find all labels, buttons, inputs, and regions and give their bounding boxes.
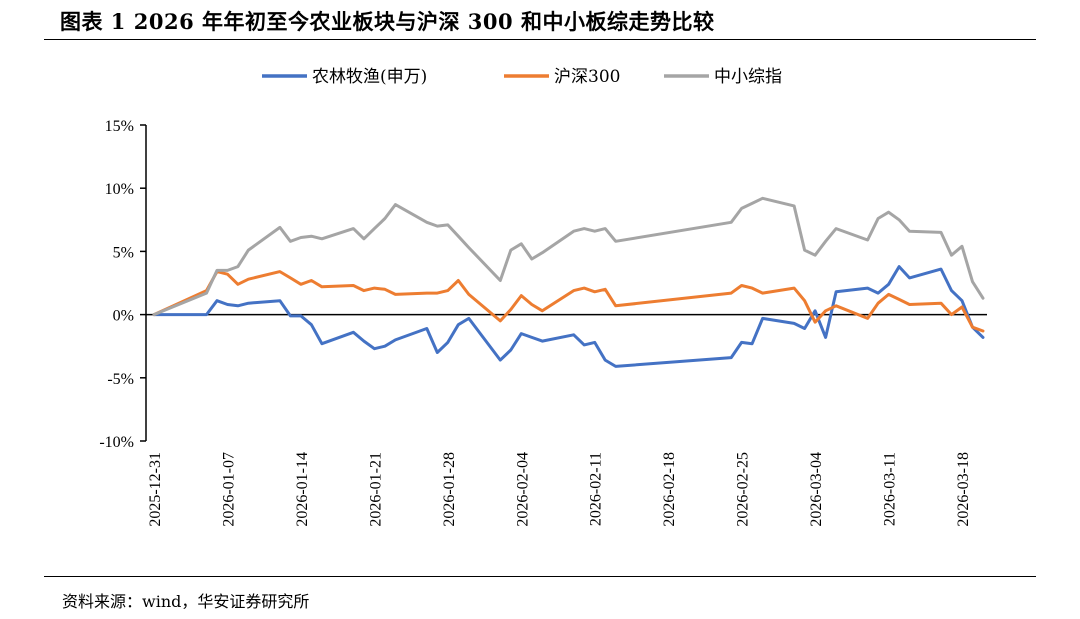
x-tick-label: 2026-01-14 — [294, 452, 311, 527]
y-tick-label: 10% — [105, 181, 134, 198]
x-tick-label: 2026-02-04 — [514, 452, 531, 527]
series-layer — [152, 196, 985, 368]
source-note: 资料来源：wind，华安证券研究所 — [62, 592, 310, 611]
x-tick-label: 2026-03-11 — [882, 452, 899, 526]
x-tick-label: 2026-01-07 — [220, 452, 237, 527]
y-tick-label: 15% — [105, 118, 134, 135]
x-tick-label: 2026-01-21 — [367, 452, 384, 527]
figure-title: 图表 1 2026 年年初至今农业板块与沪深 300 和中小板综走势比较 — [60, 9, 715, 34]
y-tick-label: 0% — [113, 308, 134, 325]
legend-label-3: 中小综指 — [714, 67, 782, 87]
y-tick-label: 5% — [113, 244, 134, 261]
series-line-1 — [152, 265, 985, 368]
x-tick-label: 2026-03-18 — [955, 452, 972, 527]
x-tick-label: 2026-01-28 — [441, 452, 458, 527]
line-chart: 农林牧渔(申万) 沪深300 中小综指 -10% -5% 0% 5% 10% 15% 2025… — [99, 67, 987, 527]
bottom-rule — [44, 576, 1036, 577]
x-axis: 2025-12-31 2026-01-07 2026-01-14 2026-01-21… — [146, 313, 987, 527]
legend: 农林牧渔(申万) 沪深300 中小综指 — [262, 67, 782, 87]
y-tick-label: -10% — [99, 434, 134, 451]
top-rule — [44, 39, 1036, 40]
legend-label-1: 农林牧渔(申万) — [312, 67, 427, 87]
y-tick-label: -5% — [107, 371, 134, 388]
series-line-3 — [152, 196, 985, 317]
x-tick-label: 2026-02-25 — [735, 452, 752, 527]
legend-label-2: 沪深300 — [554, 67, 620, 87]
series-line-2 — [152, 270, 985, 333]
x-tick-label: 2026-02-18 — [661, 452, 678, 527]
x-tick-label: 2026-02-11 — [588, 452, 605, 526]
x-tick-label: 2026-03-04 — [808, 452, 825, 527]
x-tick-label: 2025-12-31 — [147, 452, 164, 527]
y-axis: -10% -5% 0% 5% 10% 15% — [99, 118, 147, 451]
